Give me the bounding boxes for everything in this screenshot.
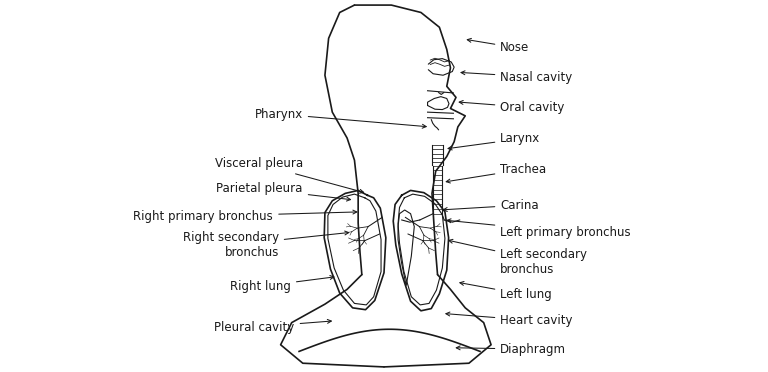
Text: Heart cavity: Heart cavity bbox=[446, 312, 573, 327]
Text: Right primary bronchus: Right primary bronchus bbox=[134, 210, 357, 223]
Text: Nose: Nose bbox=[467, 38, 530, 54]
Text: Pharynx: Pharynx bbox=[254, 108, 426, 128]
Text: Visceral pleura: Visceral pleura bbox=[214, 157, 363, 193]
Text: Pleural cavity: Pleural cavity bbox=[214, 320, 331, 334]
Text: Oral cavity: Oral cavity bbox=[459, 100, 564, 114]
Text: Nasal cavity: Nasal cavity bbox=[461, 71, 573, 84]
Text: Larynx: Larynx bbox=[448, 132, 541, 150]
Text: Right secondary
bronchus: Right secondary bronchus bbox=[183, 231, 349, 259]
Text: Left lung: Left lung bbox=[460, 282, 552, 301]
Text: Parietal pleura: Parietal pleura bbox=[217, 182, 350, 201]
Text: Left secondary
bronchus: Left secondary bronchus bbox=[449, 239, 588, 276]
Text: Right lung: Right lung bbox=[230, 276, 334, 293]
Text: Diaphragm: Diaphragm bbox=[456, 343, 566, 356]
Text: Carina: Carina bbox=[443, 199, 539, 212]
Text: Trachea: Trachea bbox=[446, 163, 546, 183]
Text: Left primary bronchus: Left primary bronchus bbox=[447, 219, 631, 239]
